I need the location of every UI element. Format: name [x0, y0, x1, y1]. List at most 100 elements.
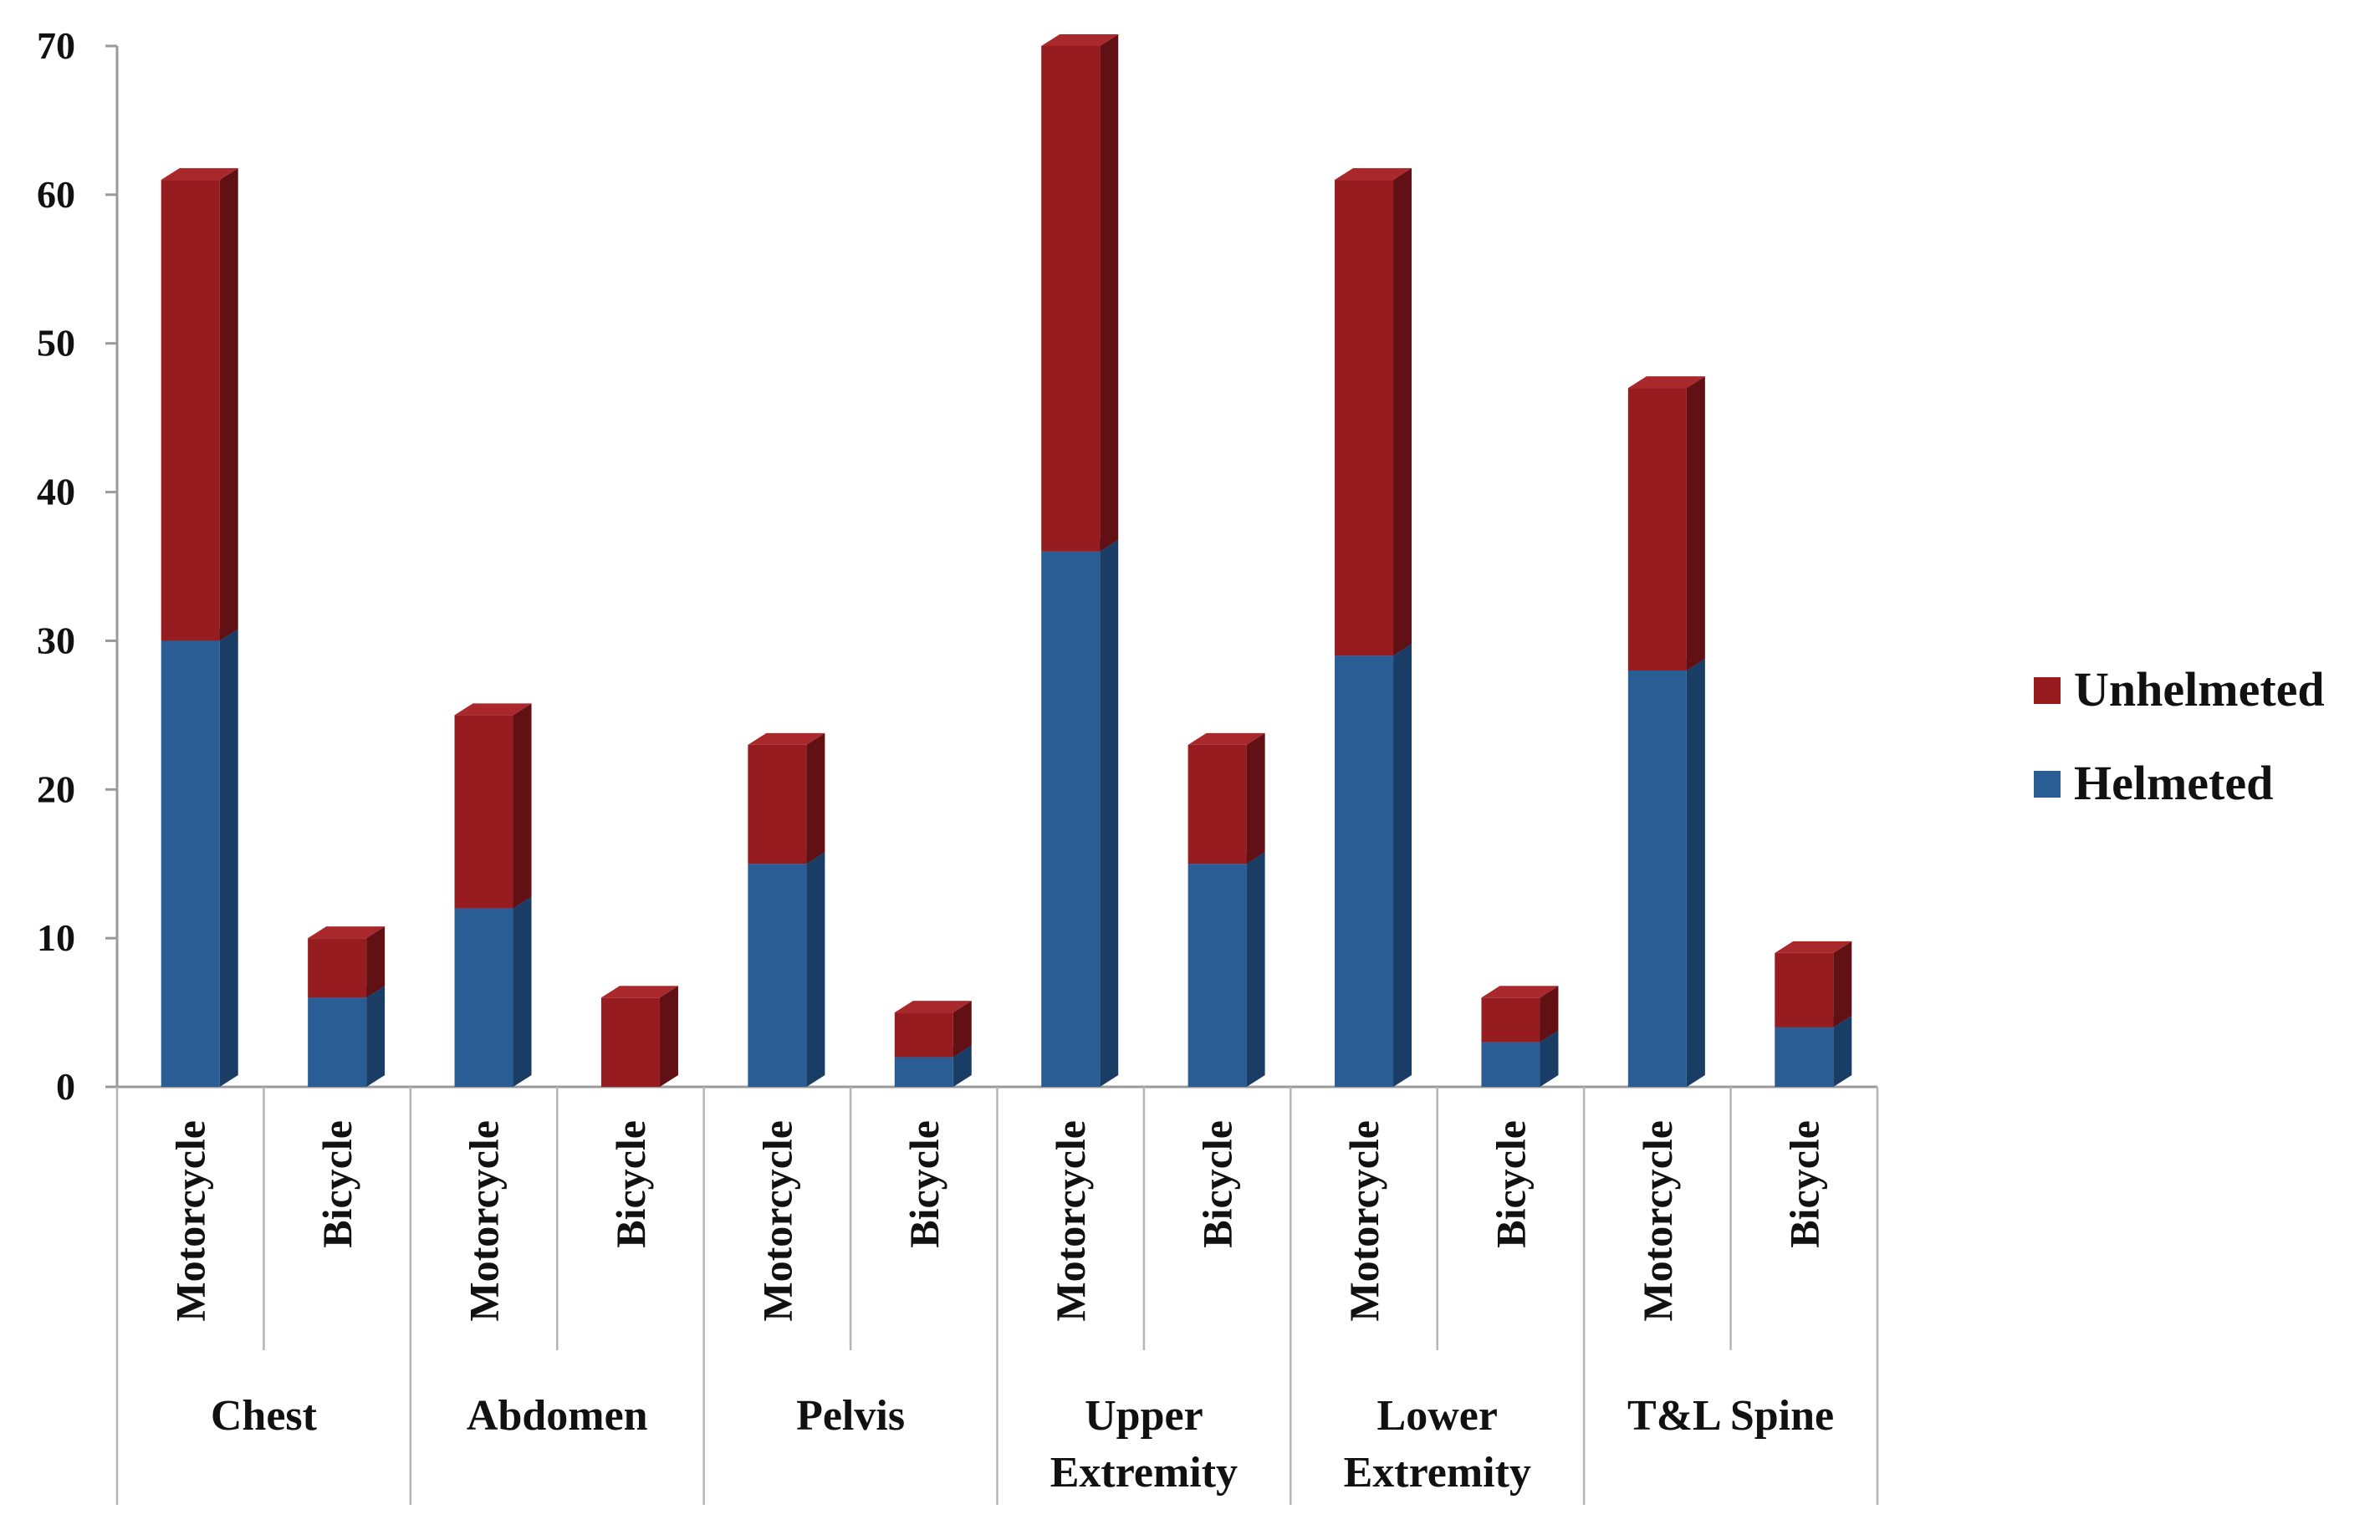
x-group-label: Lower Extremity: [1344, 1392, 1531, 1497]
y-tick-label: 40: [37, 471, 75, 513]
x-subcategory-label: Bicycle: [607, 1120, 654, 1248]
bar-side-face: [1100, 539, 1119, 1087]
bar-front-face: [1187, 744, 1247, 864]
x-subcategory-label: Motorcycle: [461, 1120, 508, 1322]
bar-side-face: [1393, 644, 1412, 1087]
bar-front-face: [308, 938, 367, 998]
bar-top-face: [1481, 986, 1559, 998]
x-group-label: Chest: [211, 1392, 318, 1440]
x-group-label: T&L Spine: [1627, 1392, 1834, 1440]
bar-side-face: [219, 168, 238, 641]
x-subcategory-label: Motorcycle: [753, 1120, 800, 1322]
bar-segment-helmeted: [1335, 644, 1412, 1087]
bar-side-face: [219, 629, 238, 1087]
bar-side-face: [1833, 1015, 1852, 1087]
bar-segment-unhelmeted: [894, 1001, 972, 1058]
bar-segment-unhelmeted: [748, 732, 825, 864]
x-subcategory-label: Motorcycle: [1634, 1120, 1681, 1322]
bar-front-face: [1481, 1042, 1540, 1087]
bar-top-face: [600, 986, 678, 998]
bar-side-face: [1393, 168, 1412, 656]
legend-label: Helmeted: [2074, 756, 2273, 810]
bar-segment-unhelmeted: [1627, 376, 1705, 671]
legend-item-unhelmeted: Unhelmeted: [2034, 662, 2325, 716]
x-subcategory-label: Bicycle: [901, 1120, 947, 1248]
bar-side-face: [659, 986, 678, 1087]
bar-side-face: [1540, 1030, 1559, 1087]
bar-front-face: [1775, 1027, 1834, 1087]
bar-top-face: [454, 703, 532, 716]
bar-top-face: [1775, 941, 1852, 953]
bar-segment-helmeted: [1041, 539, 1119, 1087]
chart-axes: 0 10 20 30 40 50 60 70: [37, 24, 1879, 1505]
bar-segment-helmeted: [161, 629, 238, 1087]
bar-top-face: [748, 732, 825, 745]
bar-segment-unhelmeted: [1481, 986, 1559, 1043]
x-subcategory-label: Motorcycle: [1047, 1120, 1094, 1322]
chart-bars: [161, 34, 1852, 1087]
bar-side-face: [806, 852, 825, 1087]
bar-side-face: [1100, 34, 1119, 552]
bar-segment-unhelmeted: [308, 926, 386, 998]
bar-front-face: [748, 864, 807, 1087]
bar-side-face: [1686, 376, 1705, 671]
bar-front-face: [600, 997, 660, 1087]
bar-segment-unhelmeted: [1775, 941, 1852, 1028]
legend-swatch: [2034, 771, 2061, 798]
bar-front-face: [454, 908, 513, 1087]
bar-front-face: [161, 640, 220, 1087]
bar-segment-helmeted: [308, 986, 386, 1087]
bar-top-face: [1041, 34, 1119, 46]
bar-side-face: [1833, 941, 1852, 1028]
bar-front-face: [1335, 655, 1394, 1087]
chart-legend: Unhelmeted Helmeted: [2034, 662, 2325, 810]
bar-segment-helmeted: [1187, 852, 1265, 1087]
bar-segment-unhelmeted: [1335, 168, 1412, 656]
bar-front-face: [1775, 952, 1834, 1028]
y-tick-label: 70: [37, 24, 75, 67]
y-tick-label: 30: [37, 619, 75, 661]
bar-top-face: [1187, 732, 1265, 745]
bar-front-face: [1481, 997, 1540, 1043]
y-tick-label: 0: [56, 1065, 75, 1108]
bar-side-face: [953, 1001, 972, 1058]
y-tick-label: 20: [37, 767, 75, 810]
bar-segment-helmeted: [748, 852, 825, 1087]
x-group-label: Pelvis: [796, 1392, 905, 1440]
bar-top-face: [894, 1001, 972, 1013]
x-subcategory-label: Bicycle: [314, 1120, 360, 1248]
x-subcategory-label: Bicycle: [1487, 1120, 1534, 1248]
y-tick-label: 10: [37, 916, 75, 959]
bar-side-face: [1246, 852, 1265, 1087]
y-tick-label: 60: [37, 173, 75, 216]
bar-front-face: [894, 1012, 953, 1058]
bar-front-face: [1041, 551, 1101, 1087]
bar-top-face: [1627, 376, 1705, 389]
legend-swatch: [2034, 677, 2061, 704]
bar-segment-unhelmeted: [161, 168, 238, 641]
bar-side-face: [366, 926, 386, 998]
bar-side-face: [806, 732, 825, 864]
x-group-label: Abdomen: [467, 1392, 648, 1440]
bar-segment-unhelmeted: [454, 703, 532, 909]
legend-item-helmeted: Helmeted: [2034, 756, 2273, 810]
bar-front-face: [161, 180, 220, 641]
bar-segment-unhelmeted: [1187, 732, 1265, 864]
bar-segment-unhelmeted: [600, 986, 678, 1087]
bar-front-face: [894, 1057, 953, 1087]
y-tick-label: 50: [37, 322, 75, 365]
bar-front-face: [1187, 864, 1247, 1087]
bar-front-face: [1041, 46, 1101, 552]
bar-front-face: [1627, 671, 1687, 1087]
bar-front-face: [454, 715, 513, 909]
chart-category-labels: Motorcycle Bicycle Motorcycle Bicycle Motorc…: [167, 1120, 1834, 1497]
bar-top-face: [161, 168, 238, 181]
x-subcategory-label: Bicycle: [1194, 1120, 1241, 1248]
x-subcategory-label: Bicycle: [1780, 1120, 1827, 1248]
bar-side-face: [1246, 732, 1265, 864]
bar-side-face: [513, 703, 532, 909]
bar-front-face: [1335, 180, 1394, 656]
bar-segment-unhelmeted: [1041, 34, 1119, 552]
bar-front-face: [748, 744, 807, 864]
